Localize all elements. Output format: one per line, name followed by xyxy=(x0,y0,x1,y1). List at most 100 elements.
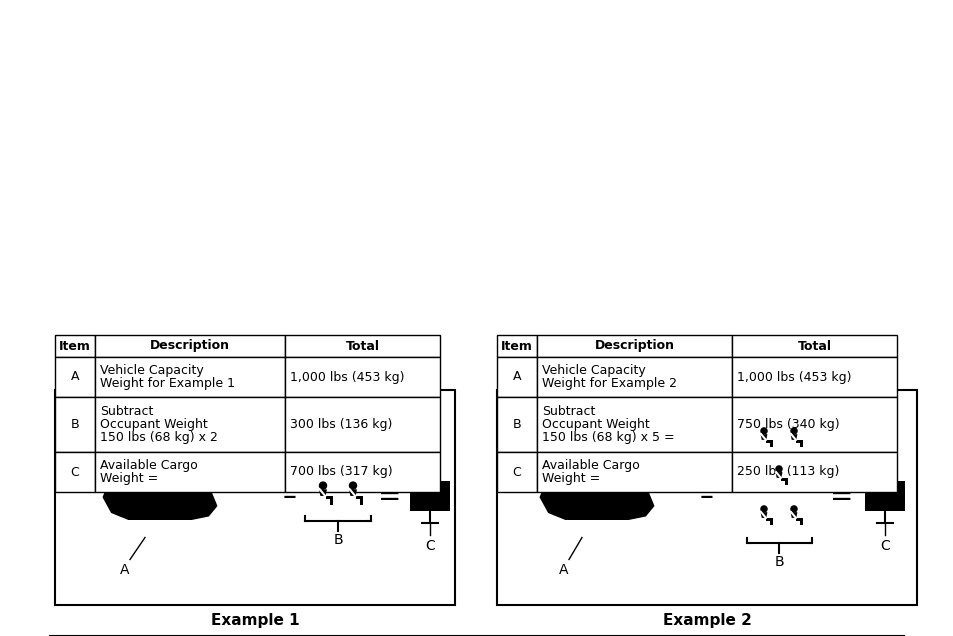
Polygon shape xyxy=(765,440,772,443)
Text: =: = xyxy=(378,483,401,511)
Circle shape xyxy=(112,496,132,516)
Text: A: A xyxy=(71,371,79,384)
Polygon shape xyxy=(781,478,787,481)
Text: Item: Item xyxy=(500,340,533,352)
Text: Weight for Example 1: Weight for Example 1 xyxy=(100,377,234,390)
Text: Weight for Example 2: Weight for Example 2 xyxy=(541,377,677,390)
Polygon shape xyxy=(359,499,362,505)
Bar xyxy=(537,335,731,357)
Bar xyxy=(285,357,439,397)
Text: Available Cargo: Available Cargo xyxy=(541,459,639,472)
Bar xyxy=(731,335,896,357)
Circle shape xyxy=(760,506,766,512)
Text: Item: Item xyxy=(59,340,91,352)
Text: C: C xyxy=(880,539,889,553)
Text: Weight =: Weight = xyxy=(541,472,599,485)
Polygon shape xyxy=(349,489,356,496)
PathPatch shape xyxy=(539,476,654,520)
Text: Subtract: Subtract xyxy=(541,405,595,418)
Polygon shape xyxy=(775,472,781,478)
Bar xyxy=(864,481,904,511)
Bar xyxy=(731,357,896,397)
Bar xyxy=(95,335,285,357)
Bar xyxy=(413,483,419,490)
Bar xyxy=(55,390,455,605)
PathPatch shape xyxy=(129,464,189,483)
Text: B: B xyxy=(71,418,79,431)
Bar xyxy=(537,452,731,492)
Polygon shape xyxy=(769,521,772,525)
Text: A: A xyxy=(120,562,130,576)
Bar xyxy=(95,452,285,492)
Circle shape xyxy=(790,428,796,434)
Polygon shape xyxy=(790,434,797,440)
Text: A: A xyxy=(512,371,520,384)
Text: Occupant Weight: Occupant Weight xyxy=(541,418,649,431)
Text: Vehicle Capacity: Vehicle Capacity xyxy=(100,364,204,377)
Text: Total: Total xyxy=(797,340,831,352)
Polygon shape xyxy=(800,521,801,525)
Text: 250 lbs (113 kg): 250 lbs (113 kg) xyxy=(737,466,839,478)
Polygon shape xyxy=(796,518,801,521)
Circle shape xyxy=(319,482,326,489)
Bar xyxy=(867,483,874,490)
Bar xyxy=(497,357,537,397)
Bar xyxy=(95,357,285,397)
Text: –: – xyxy=(283,483,296,511)
Bar xyxy=(95,397,285,452)
Bar xyxy=(497,397,537,452)
Bar xyxy=(537,397,731,452)
PathPatch shape xyxy=(102,476,217,520)
Polygon shape xyxy=(796,440,801,443)
Text: B: B xyxy=(512,418,520,431)
Text: =: = xyxy=(829,483,853,511)
Polygon shape xyxy=(325,496,333,499)
Text: Example 1: Example 1 xyxy=(211,613,299,628)
Polygon shape xyxy=(800,443,801,448)
Text: 300 lbs (136 kg): 300 lbs (136 kg) xyxy=(290,418,392,431)
Circle shape xyxy=(760,428,766,434)
Bar xyxy=(497,335,537,357)
Polygon shape xyxy=(769,443,772,448)
Text: Total: Total xyxy=(345,340,379,352)
Text: 1,000 lbs (453 kg): 1,000 lbs (453 kg) xyxy=(737,371,851,384)
Polygon shape xyxy=(765,518,772,521)
Text: 1,000 lbs (453 kg): 1,000 lbs (453 kg) xyxy=(290,371,404,384)
Polygon shape xyxy=(790,512,797,518)
Bar xyxy=(497,390,916,605)
Bar xyxy=(285,452,439,492)
Text: A: A xyxy=(558,562,568,576)
Text: Occupant Weight: Occupant Weight xyxy=(100,418,208,431)
Bar xyxy=(285,335,439,357)
Circle shape xyxy=(549,496,569,516)
Bar xyxy=(497,452,537,492)
Text: Description: Description xyxy=(594,340,674,352)
Text: Available Cargo: Available Cargo xyxy=(100,459,197,472)
Text: C: C xyxy=(71,466,79,478)
Text: Weight =: Weight = xyxy=(100,472,158,485)
Bar xyxy=(731,452,896,492)
Bar xyxy=(537,357,731,397)
Text: C: C xyxy=(512,466,521,478)
Text: –: – xyxy=(700,483,713,511)
Circle shape xyxy=(179,496,198,516)
Text: C: C xyxy=(425,539,435,553)
Polygon shape xyxy=(330,499,333,505)
Bar xyxy=(410,481,450,511)
Circle shape xyxy=(790,506,796,512)
Circle shape xyxy=(616,496,635,516)
Bar xyxy=(731,397,896,452)
Text: B: B xyxy=(333,534,342,548)
Bar xyxy=(55,357,95,397)
Text: B: B xyxy=(774,555,783,569)
Bar xyxy=(55,397,95,452)
Text: 150 lbs (68 kg) x 5 =: 150 lbs (68 kg) x 5 = xyxy=(541,431,674,444)
Text: 150 lbs (68 kg) x 2: 150 lbs (68 kg) x 2 xyxy=(100,431,217,444)
Bar xyxy=(55,335,95,357)
Text: Example 2: Example 2 xyxy=(662,613,751,628)
Circle shape xyxy=(775,466,781,472)
Polygon shape xyxy=(355,496,362,499)
Bar xyxy=(285,397,439,452)
Polygon shape xyxy=(784,481,787,485)
Circle shape xyxy=(349,482,356,489)
